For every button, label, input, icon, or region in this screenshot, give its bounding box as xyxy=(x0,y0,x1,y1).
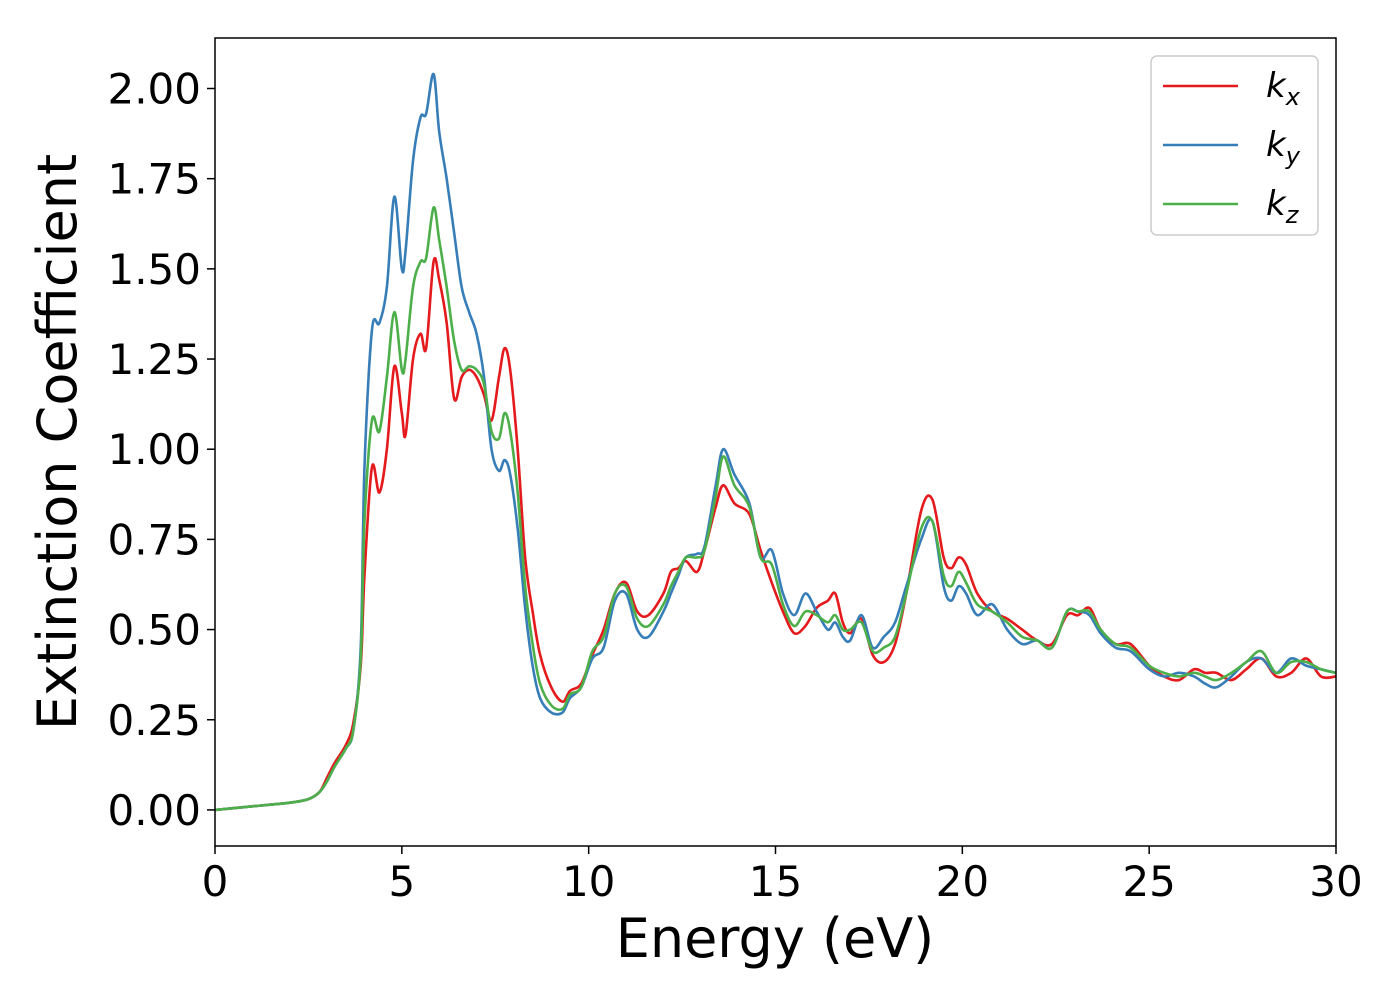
x-tick-label: 5 xyxy=(388,857,415,906)
x-tick-label: 20 xyxy=(936,857,989,906)
y-axis-label: Extinction Coefficient xyxy=(26,154,89,730)
y-tick-label: 0.75 xyxy=(107,515,201,564)
x-tick-label: 25 xyxy=(1122,857,1175,906)
x-axis: 0 5 10 15 20 25 30 xyxy=(202,846,1363,906)
y-tick-label: 1.00 xyxy=(107,425,201,474)
series-line-ky xyxy=(215,72,1336,812)
y-axis: 0.00 0.25 0.50 0.75 1.00 1.25 1.50 1.75 2.00 xyxy=(107,65,215,835)
y-tick-label: 0.50 xyxy=(107,606,201,655)
legend-label-kx: kx xyxy=(1266,66,1301,111)
x-axis-label: Energy (eV) xyxy=(616,907,935,970)
x-tick-label: 30 xyxy=(1309,857,1362,906)
plot-lines xyxy=(215,72,1336,812)
y-tick-label: 1.75 xyxy=(107,155,201,204)
series-line-kx xyxy=(215,256,1336,812)
y-tick-label: 0.25 xyxy=(107,696,201,745)
y-tick-label: 1.50 xyxy=(107,245,201,294)
legend: kx ky kz xyxy=(1150,55,1319,236)
legend-label-ky: ky xyxy=(1266,125,1301,170)
x-tick-label: 0 xyxy=(202,857,229,906)
legend-label-kz: kz xyxy=(1266,184,1300,229)
legend-entries: kx ky kz xyxy=(1163,66,1301,229)
y-tick-label: 1.25 xyxy=(107,335,201,384)
y-tick-label: 2.00 xyxy=(107,65,201,114)
x-tick-label: 10 xyxy=(562,857,615,906)
series-line-kz xyxy=(215,206,1336,812)
y-tick-label: 0.00 xyxy=(107,786,201,835)
x-tick-label: 15 xyxy=(749,857,802,906)
